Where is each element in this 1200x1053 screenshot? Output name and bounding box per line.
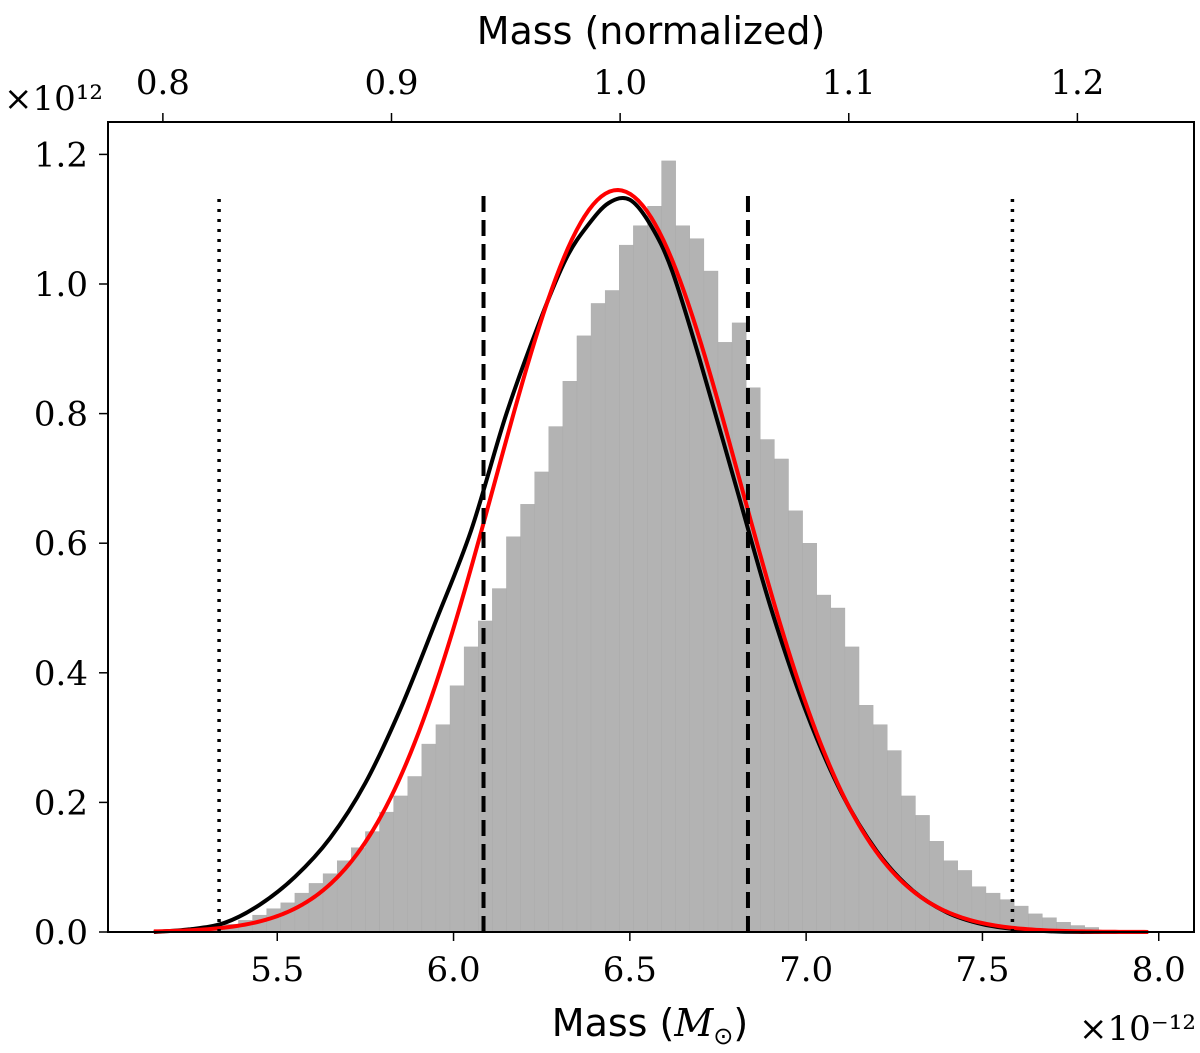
histogram-bar xyxy=(915,815,930,933)
top-tick-label: 1.0 xyxy=(593,63,647,103)
histogram-bar xyxy=(463,646,479,933)
x-tick-label: 6.0 xyxy=(427,950,481,990)
histogram-bar xyxy=(633,225,648,933)
x-tick-label: 5.5 xyxy=(250,950,304,990)
histogram-bar xyxy=(379,811,394,933)
top-tick-label: 0.8 xyxy=(136,63,190,103)
histogram-bar xyxy=(647,206,662,933)
reference-lines xyxy=(217,193,1015,932)
x-tick-label: 7.5 xyxy=(955,950,1009,990)
y-tick-label: 0.6 xyxy=(34,524,88,564)
histogram-bar xyxy=(858,705,874,933)
y-tick-label: 0.4 xyxy=(34,654,88,694)
x-offset-label: ×10⁻¹² xyxy=(1079,1009,1196,1048)
histogram-bar xyxy=(393,795,408,933)
histogram-bar xyxy=(929,841,944,933)
histogram-bar xyxy=(294,892,310,933)
histogram-bar xyxy=(520,504,535,933)
y-tick-label: 0.0 xyxy=(34,913,88,953)
gaussian-fit-curve xyxy=(153,188,1149,934)
y-tick-label: 1.0 xyxy=(34,265,88,305)
histogram-bar xyxy=(280,902,296,933)
histogram-bar xyxy=(421,743,437,933)
histogram-bars xyxy=(210,160,1099,933)
histogram-bar xyxy=(590,303,606,933)
histogram-bar xyxy=(435,724,451,933)
histogram-bar xyxy=(562,381,578,933)
histogram-bar xyxy=(887,750,902,933)
histogram-bar xyxy=(788,510,803,933)
top-tick-label: 0.9 xyxy=(364,63,418,103)
histogram-bar xyxy=(365,831,380,933)
histogram-bar xyxy=(872,724,888,933)
y-tick-label: 1.2 xyxy=(34,135,88,175)
x-tick-label: 7.0 xyxy=(779,950,833,990)
histogram-bar xyxy=(534,471,549,933)
y-tick-label: 0.2 xyxy=(34,783,88,823)
x-tick-label: 6.5 xyxy=(603,950,657,990)
x-axis-title: Mass (M⊙) xyxy=(552,1001,748,1048)
y-offset-label: ×10¹² xyxy=(4,79,103,119)
histogram-bar xyxy=(731,322,747,933)
histogram-bar xyxy=(844,646,860,933)
histogram-bar xyxy=(619,244,634,933)
histogram-bar xyxy=(449,685,465,933)
top-tick-label: 1.1 xyxy=(822,63,876,103)
top-tick-label: 1.2 xyxy=(1050,63,1104,103)
histogram-bar xyxy=(407,776,423,933)
histogram-bar xyxy=(576,335,592,933)
axis-ticks: 5.5 6.0 6.5 7.0 7.5 8.0 0.0 0.2 0.4 0.6 0.8 1.0 1.2 0… xyxy=(34,63,1186,990)
histogram-bar xyxy=(506,536,521,933)
histogram-bar xyxy=(774,458,789,933)
histogram-bar xyxy=(943,860,958,933)
histogram-bar xyxy=(760,439,775,933)
x-tick-label: 8.0 xyxy=(1132,950,1186,990)
histogram-bar xyxy=(548,426,564,933)
histogram-bar xyxy=(901,795,916,933)
plot-frame xyxy=(107,121,1195,933)
histogram-bar xyxy=(675,225,690,933)
density-curves xyxy=(153,188,1149,935)
y-tick-label: 0.8 xyxy=(34,395,88,435)
histogram-bar xyxy=(492,588,507,933)
top-axis-title: Mass (normalized) xyxy=(477,9,826,53)
histogram-bar xyxy=(604,290,620,933)
